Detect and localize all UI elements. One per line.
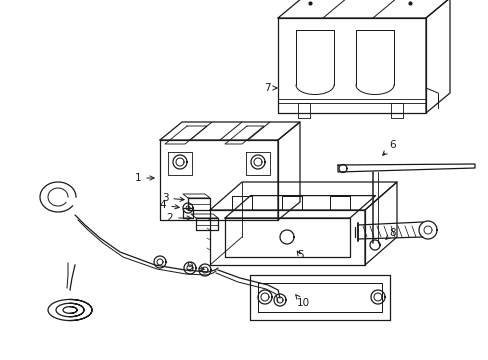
Text: 3: 3	[162, 193, 184, 203]
Text: 6: 6	[382, 140, 395, 155]
Text: 5: 5	[296, 250, 303, 260]
Text: 8: 8	[385, 228, 395, 239]
Text: 1: 1	[134, 173, 154, 183]
Text: 10: 10	[295, 295, 309, 308]
Text: 2: 2	[166, 213, 191, 223]
Text: 7: 7	[263, 83, 276, 93]
Text: 4: 4	[160, 200, 179, 210]
Text: 9: 9	[186, 262, 204, 272]
